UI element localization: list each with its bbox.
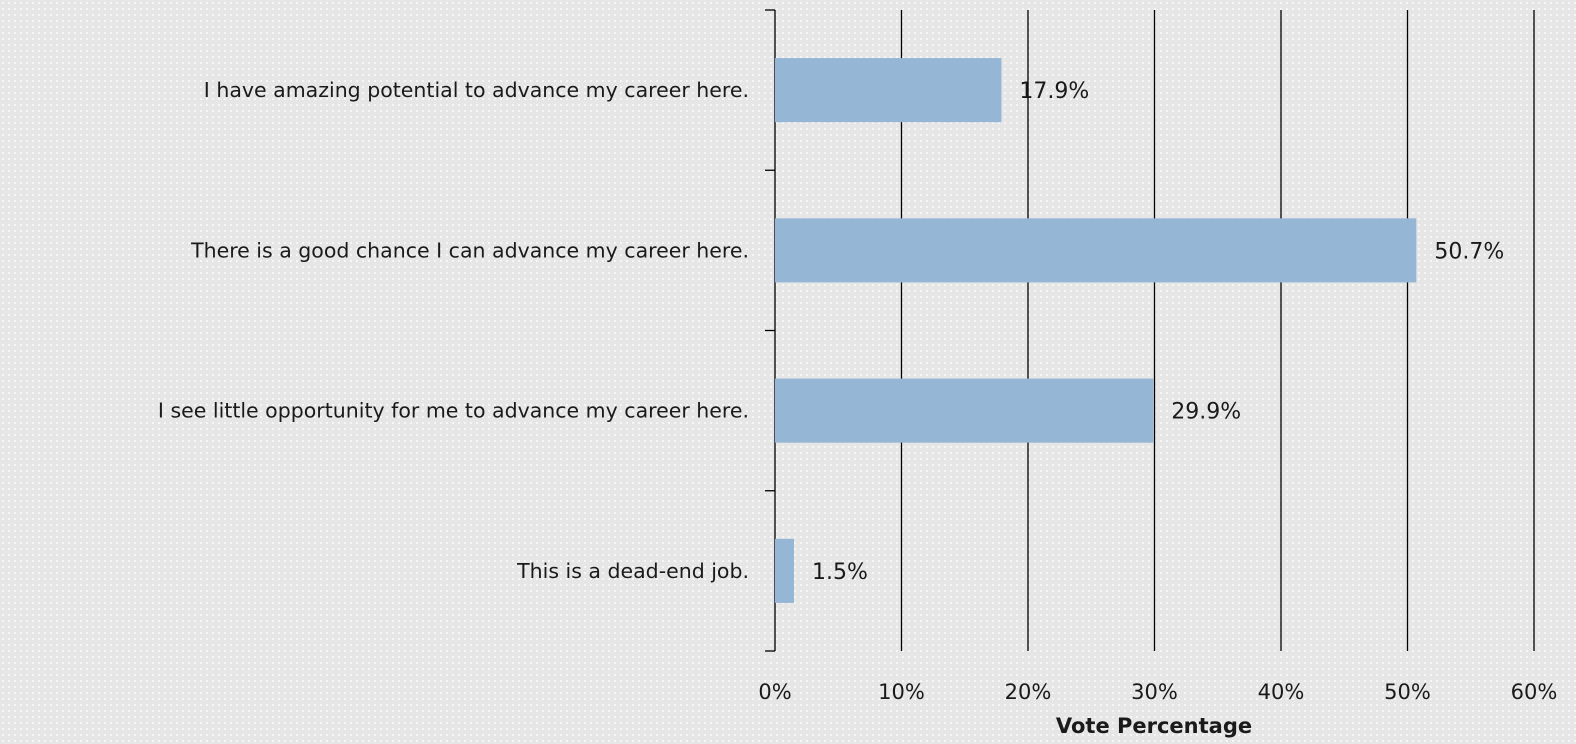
axes xyxy=(765,9,776,652)
bars xyxy=(775,58,1417,603)
category-label: I have amazing potential to advance my c… xyxy=(204,78,749,102)
x-tick-label: 0% xyxy=(758,680,791,704)
data-label: 29.9% xyxy=(1171,400,1241,425)
category-label: This is a dead-end job. xyxy=(516,559,749,583)
data-label: 50.7% xyxy=(1434,239,1504,264)
bar xyxy=(775,218,1417,283)
x-tick-label: 60% xyxy=(1511,680,1558,704)
bar xyxy=(775,538,794,603)
x-tick-label: 30% xyxy=(1131,680,1178,704)
data-label: 1.5% xyxy=(812,560,868,585)
category-label: There is a good chance I can advance my … xyxy=(190,238,749,262)
labels: 0% 10% 20% 30% 40% 50% 60% I have amazing poten… xyxy=(158,78,1557,704)
x-tick-label: 40% xyxy=(1258,680,1305,704)
data-label: 17.9% xyxy=(1019,79,1089,104)
bar xyxy=(775,58,1002,123)
category-label: I see little opportunity for me to advan… xyxy=(158,399,749,423)
grid-lines xyxy=(900,10,1535,651)
x-tick-label: 10% xyxy=(878,680,925,704)
x-tick-label: 20% xyxy=(1005,680,1052,704)
x-tick-label: 50% xyxy=(1384,680,1431,704)
bar xyxy=(775,378,1154,443)
x-axis-title: Vote Percentage xyxy=(1056,714,1252,738)
